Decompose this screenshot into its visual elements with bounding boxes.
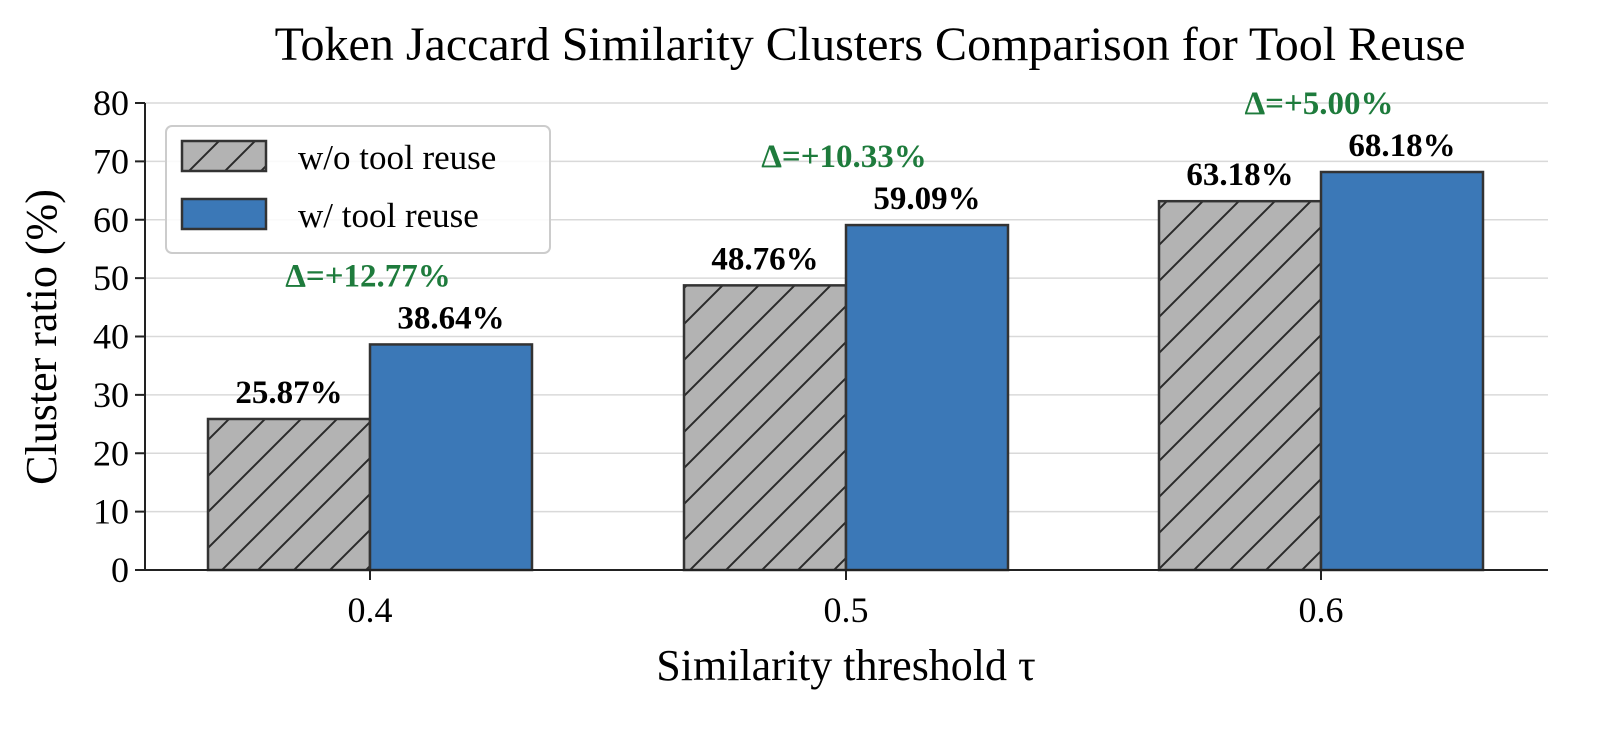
chart-title: Token Jaccard Similarity Clusters Compar… — [275, 18, 1466, 71]
legend-label: w/ tool reuse — [298, 196, 479, 235]
y-tick-label: 30 — [93, 375, 129, 415]
x-tick-label: 0.4 — [348, 590, 393, 630]
delta-label: Δ=+5.00% — [1244, 86, 1393, 122]
legend-swatch — [180, 197, 268, 231]
delta-label: Δ=+10.33% — [761, 139, 927, 175]
bar-value-label: 38.64% — [397, 300, 504, 336]
x-axis-label: Similarity threshold τ — [656, 641, 1035, 690]
bars — [206, 170, 1485, 572]
bar-with-reuse — [844, 223, 1010, 572]
legend: w/o tool reuse w/ tool reuse — [165, 125, 551, 254]
bar-value-label: 25.87% — [235, 375, 342, 411]
y-tick-label: 80 — [93, 83, 129, 123]
y-tick-label: 70 — [93, 141, 129, 181]
y-tick-label: 60 — [93, 200, 129, 240]
bar-without-reuse — [206, 417, 372, 572]
bar-value-label: 68.18% — [1348, 128, 1455, 164]
y-tick-label: 0 — [111, 550, 129, 590]
bar-value-label: 59.09% — [873, 181, 980, 217]
bar-without-reuse — [1157, 199, 1323, 572]
bar-with-reuse — [1319, 170, 1485, 572]
y-tick-label: 10 — [93, 492, 129, 532]
delta-label: Δ=+12.77% — [285, 258, 451, 294]
value-labels: 25.87% 38.64% Δ=+12.77% 48.76% 59.09% Δ=+10.3… — [235, 86, 1455, 411]
axes: 0 10 20 30 40 50 60 70 80 0.4 0.5 0.6 — [93, 83, 1548, 630]
bar-without-reuse — [682, 284, 848, 572]
y-tick-label: 40 — [93, 317, 129, 357]
legend-label: w/o tool reuse — [298, 138, 496, 177]
y-tick-label: 20 — [93, 433, 129, 473]
y-tick-label: 50 — [93, 258, 129, 298]
bar-value-label: 63.18% — [1186, 157, 1293, 193]
bar-with-reuse — [368, 343, 534, 572]
y-axis-label: Cluster ratio (%) — [17, 189, 66, 485]
x-tick-label: 0.6 — [1299, 590, 1344, 630]
bar-value-label: 48.76% — [711, 241, 818, 277]
x-tick-label: 0.5 — [824, 590, 869, 630]
legend-swatch — [180, 139, 268, 173]
